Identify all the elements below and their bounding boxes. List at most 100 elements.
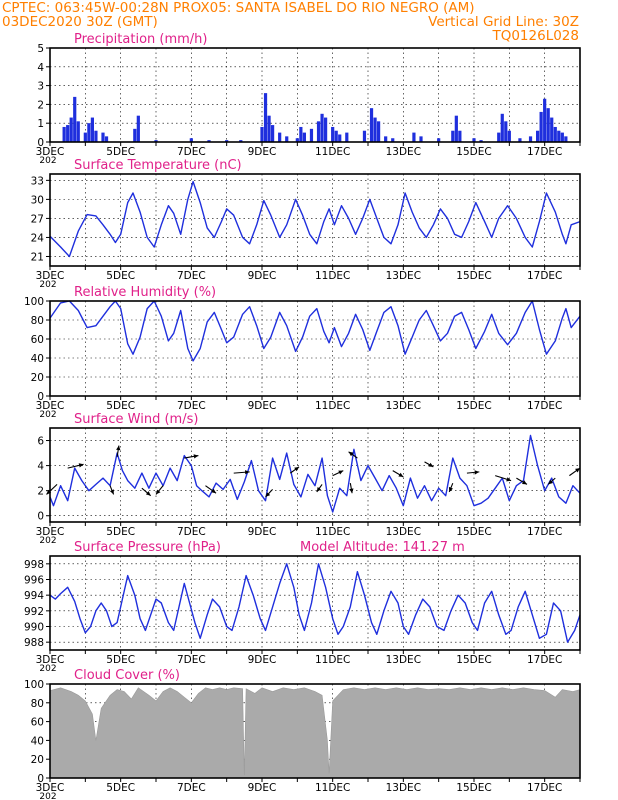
precip-bar	[504, 121, 508, 142]
x-tick-label: 7DEC	[177, 146, 206, 158]
wind-arrow-head	[428, 462, 434, 467]
wind-arrow-head	[265, 492, 271, 497]
x-tick-label: 17DEC	[527, 654, 562, 666]
precip-bar	[564, 136, 568, 142]
precip-bar	[384, 136, 388, 142]
wind-arrow-head	[398, 472, 404, 477]
panel-title: Precipitation (mm/h)	[74, 32, 207, 47]
x-tick-label: 9DEC	[248, 782, 277, 794]
y-tick-label: 20	[31, 754, 44, 766]
precip-bar	[263, 93, 268, 142]
precip-bar	[338, 134, 342, 142]
precip-bar	[518, 138, 522, 142]
wind-arrow-head	[145, 491, 151, 496]
wind-arrow-head	[474, 470, 480, 475]
panel-title: Cloud Cover (%)	[74, 668, 180, 683]
precip-bar	[536, 130, 540, 142]
x-tick-label: 11DEC	[315, 146, 350, 158]
y-tick-label: 4	[37, 461, 44, 473]
wind-arrow-head	[522, 480, 527, 485]
precip-bar	[90, 117, 94, 142]
x-tick-label: 3DEC	[36, 146, 65, 158]
series-line	[49, 563, 581, 643]
precip-bar	[154, 140, 158, 142]
wind-arrow-head	[211, 488, 217, 494]
precip-bar	[94, 130, 98, 142]
panel-frame	[49, 47, 581, 143]
wind-arrow-head	[245, 470, 250, 475]
precip-bar	[557, 130, 561, 142]
header-model-id: TQ0126L028	[491, 28, 579, 44]
panel-title: Surface Wind (m/s)	[74, 412, 198, 427]
x-tick-label: 3DEC	[36, 654, 65, 666]
y-tick-label: 5	[37, 43, 44, 55]
panel-3: Relative Humidity (%) 0 20 40 60 80 100 3DEC 5DE…	[24, 285, 581, 420]
wind-arrow-head	[193, 454, 199, 459]
panel-5: Surface Pressure (hPa) Model Altitude: 14…	[24, 540, 581, 674]
y-tick-label: 33	[31, 175, 44, 187]
precip-bar	[76, 121, 80, 142]
precip-bar	[391, 138, 395, 142]
precip-bar	[362, 130, 367, 142]
panel-frame	[49, 427, 581, 523]
y-tick-label: 21	[31, 251, 44, 263]
y-tick-label: 20	[31, 372, 44, 384]
precip-bar	[267, 115, 271, 142]
panel-title: Surface Pressure (hPa)	[74, 540, 221, 555]
series-line	[49, 434, 581, 513]
x-tick-label: 7DEC	[177, 270, 206, 282]
y-tick-label: 994	[24, 590, 44, 602]
y-tick-label: 988	[24, 637, 44, 649]
precip-bar	[377, 121, 381, 142]
precip-bar	[73, 96, 77, 142]
x-tick-label: 5DEC	[106, 400, 135, 412]
x-tick-label: 15DEC	[456, 400, 491, 412]
panel-frame	[49, 555, 581, 651]
wind-arrow-head	[506, 477, 512, 482]
y-tick-label: 0	[37, 773, 44, 785]
precip-bar	[133, 128, 137, 142]
x-tick-label: 3DEC	[36, 782, 65, 794]
x-tick-label: 9DEC	[248, 146, 277, 158]
x-tick-label: 15DEC	[456, 782, 491, 794]
x-tick-label: 13DEC	[386, 654, 421, 666]
precip-bar	[136, 115, 140, 142]
precip-bar	[543, 98, 547, 142]
wind-arrow-head	[575, 468, 580, 473]
year-label: 202	[39, 792, 56, 800]
y-tick-label: 3	[37, 81, 44, 93]
x-tick-label: 3DEC	[36, 400, 65, 412]
x-tick-label: 13DEC	[386, 526, 421, 538]
year-label: 202	[39, 664, 56, 674]
x-tick-label: 7DEC	[177, 782, 206, 794]
x-tick-label: 13DEC	[386, 782, 421, 794]
precip-bar	[419, 136, 423, 142]
precip-bar	[437, 138, 441, 142]
precip-bar	[546, 108, 550, 142]
y-tick-label: 80	[31, 698, 44, 710]
precip-bar	[278, 132, 282, 142]
precip-bar	[299, 126, 303, 142]
y-tick-label: 0	[37, 391, 44, 403]
panel-4: Surface Wind (m/s) 0 2 4 6 3DEC 5DEC 7DEC 9DEC 11…	[36, 412, 581, 546]
precip-bar	[500, 113, 504, 142]
panel-frame	[49, 173, 581, 267]
y-tick-label: 100	[24, 296, 44, 308]
x-tick-label: 17DEC	[527, 782, 562, 794]
y-tick-label: 992	[24, 606, 44, 618]
y-tick-label: 6	[37, 436, 44, 448]
x-tick-label: 7DEC	[177, 654, 206, 666]
x-tick-label: 5DEC	[106, 146, 135, 158]
x-tick-label: 15DEC	[456, 270, 491, 282]
header-date: 03DEC2020 30Z (GMT)	[2, 14, 158, 30]
x-tick-label: 17DEC	[527, 270, 562, 282]
x-tick-label: 11DEC	[315, 400, 350, 412]
x-tick-label: 9DEC	[248, 270, 277, 282]
precip-bar	[369, 108, 374, 142]
precip-bar	[412, 132, 416, 142]
precip-bar	[528, 136, 533, 142]
x-tick-label: 11DEC	[315, 270, 350, 282]
panel-frame	[49, 683, 581, 779]
panels: Precipitation (mm/h) 0 1 2 3 4 5 3DEC 5DEC 7DEC 9D…	[24, 32, 581, 800]
